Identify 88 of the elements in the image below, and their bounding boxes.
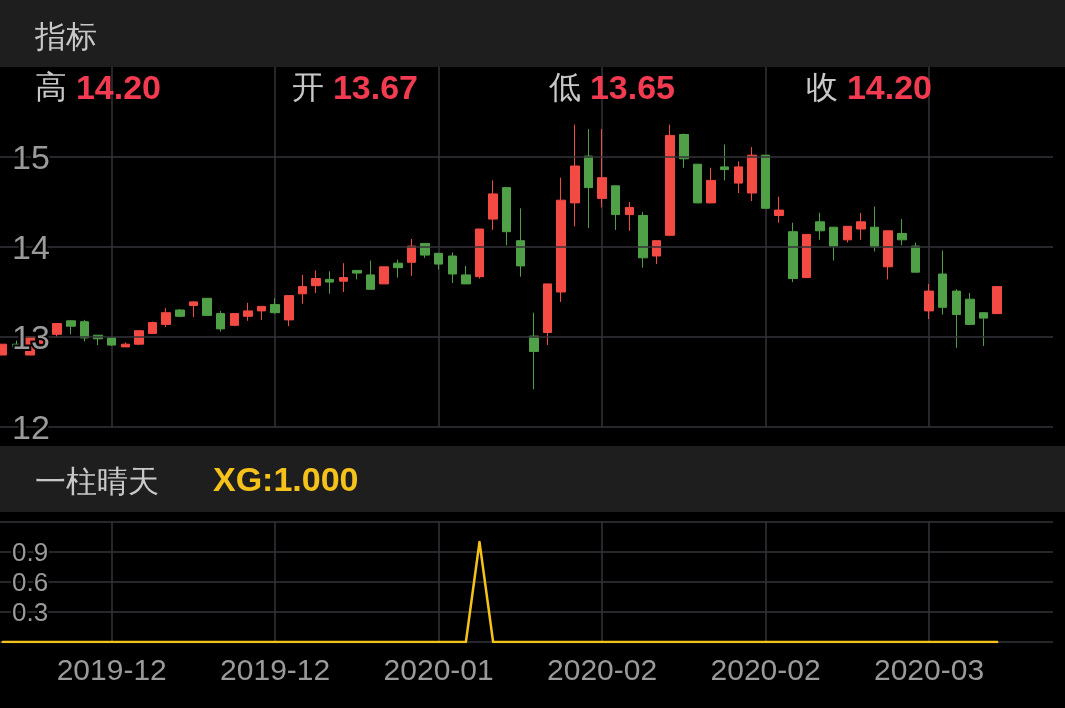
candlestick [379,266,389,285]
candlestick [979,312,988,347]
candlestick [924,283,934,320]
candlestick [284,295,294,327]
candlestick [761,154,770,209]
candlestick [407,238,416,277]
candlestick [448,251,457,284]
y-tick-label: 0.3 [12,597,49,627]
candlestick [652,240,661,265]
y-tick-label: 15 [12,138,50,176]
candlestick [611,185,620,231]
text: XG:1.000 [213,460,359,498]
candlestick [134,330,144,346]
candlestick [883,230,893,280]
candlestick [679,133,689,169]
y-tick-label: 14 [12,228,50,266]
x-tick-label: 2019-12 [220,652,331,686]
annotation: 低 13.65 [549,68,675,106]
candlestick [788,222,798,283]
candlestick [161,307,171,328]
candlestick [393,259,403,279]
annotation: 开 13.67 [292,68,418,106]
candlestick [311,269,321,294]
candlestick [352,269,362,280]
candlestick [148,321,157,334]
x-tick-label: 2020-03 [873,652,985,686]
y-tick-label: 12 [12,408,50,446]
candlestick [870,206,879,252]
candlestick [597,128,607,208]
candlestick [80,319,89,342]
candlestick [366,260,375,290]
candlestick [243,302,253,322]
candlestick [965,292,975,325]
candlestick [270,297,280,315]
candlestick [638,211,648,269]
candlestick [815,212,825,241]
candlestick [52,323,62,338]
candlestick [461,265,471,285]
candlestick [216,310,225,333]
candlestick [747,146,757,202]
annotation: 高 14.20 [35,68,161,106]
candlestick [189,300,198,318]
candlestick [543,283,552,346]
annotation: 收 14.20 [806,68,932,106]
candlestick [665,124,675,237]
candlestick [802,233,811,279]
candlestick [938,250,947,315]
candlestick [107,337,116,347]
candlestick [339,262,348,293]
candlestick [829,226,838,261]
candlestick [693,163,702,204]
candlestick [625,201,634,232]
candlestick [298,274,307,305]
x-tick-label: 2020-02 [547,652,658,686]
chart-title: 一柱晴天 [35,464,159,499]
chart-title: 指标 [34,19,97,54]
candlestick [706,167,716,204]
candlestick [230,313,239,327]
candlestick [843,225,852,243]
candlestick [175,308,185,318]
candlestick [516,207,525,278]
x-tick-label: 2019-12 [56,652,167,686]
candlestick [556,177,566,303]
y-tick-label: 0.6 [12,567,49,597]
candlestick [121,341,130,348]
candlestick [774,196,784,224]
candlestick [502,187,511,246]
x-tick-label: 2020-01 [383,652,494,686]
candlestick [734,161,743,194]
candlestick [66,319,76,335]
candlestick [0,343,7,356]
candlestick [720,143,729,181]
candlestick [992,286,1002,315]
candlestick [488,179,498,231]
candlestick [325,270,334,295]
candlestick [202,297,212,316]
candlestick [584,128,593,229]
candlestick [856,212,866,241]
candlestick [952,288,961,349]
candlestick [475,228,484,279]
candlestick [434,252,443,270]
candlestick [257,305,266,321]
candlestick [570,124,580,227]
candlestick [529,312,539,390]
candlestick [911,242,920,273]
x-tick-label: 2020-02 [710,652,821,686]
candlestick [897,218,907,246]
y-tick-label: 0.9 [12,537,49,567]
